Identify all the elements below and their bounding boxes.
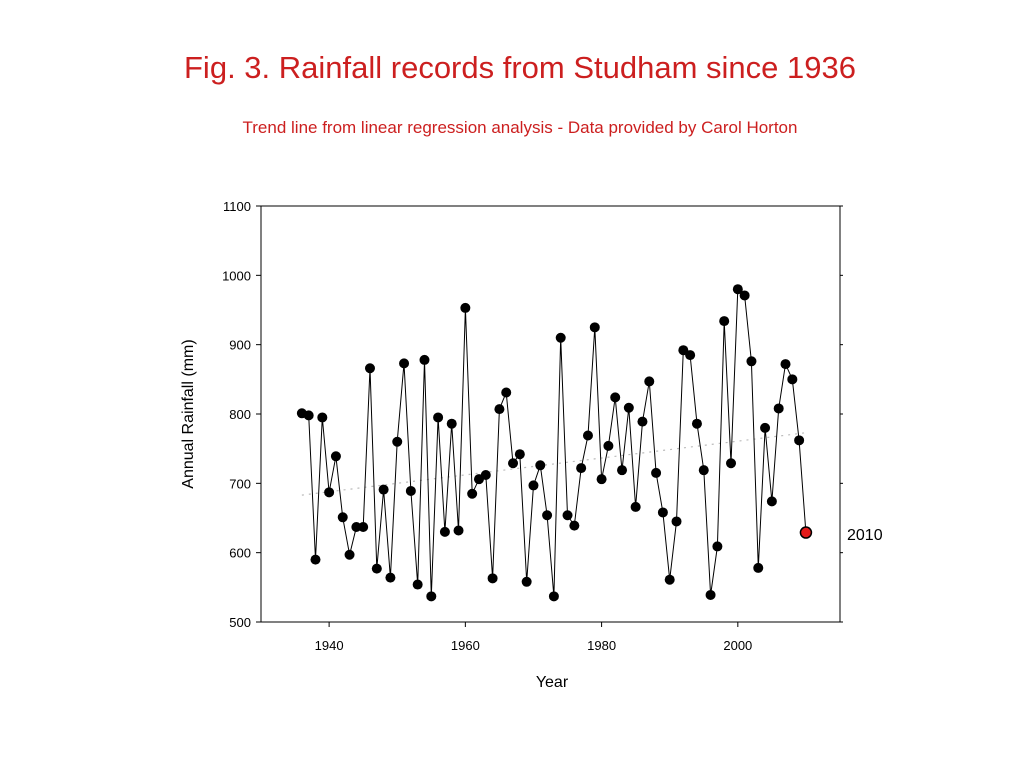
- trend-line: [301, 432, 807, 496]
- data-point: [719, 316, 730, 327]
- data-point: [535, 460, 546, 471]
- data-point: [480, 470, 491, 481]
- data-point: [508, 458, 519, 469]
- data-point: [637, 416, 648, 427]
- data-point: [378, 484, 389, 495]
- data-point: [371, 563, 382, 574]
- data-point: [732, 284, 743, 295]
- data-point: [794, 435, 805, 446]
- data-point: [419, 354, 430, 365]
- data-point: [317, 412, 328, 423]
- data-point: [760, 422, 771, 433]
- series-line: [301, 288, 807, 597]
- data-point: [603, 440, 614, 451]
- data-point: [467, 488, 478, 499]
- y-tick-label: 600: [229, 546, 251, 561]
- data-point: [562, 510, 573, 521]
- data-point: [453, 525, 464, 536]
- data-point: [412, 579, 423, 590]
- data-point: [766, 496, 777, 507]
- data-point: [446, 418, 457, 429]
- data-point: [589, 322, 600, 333]
- data-point: [582, 430, 593, 441]
- data-point: [521, 576, 532, 587]
- y-tick-label: 900: [229, 338, 251, 353]
- data-point: [528, 480, 539, 491]
- data-point: [310, 554, 321, 565]
- data-point: [324, 487, 335, 498]
- data-point: [364, 363, 375, 374]
- data-point: [576, 463, 587, 474]
- x-tick-label: 1980: [587, 638, 616, 653]
- data-point: [426, 591, 437, 602]
- data-point: [698, 465, 709, 476]
- data-point: [555, 332, 566, 343]
- data-point: [623, 402, 634, 413]
- x-tick-label: 2000: [723, 638, 752, 653]
- page-title: Fig. 3. Rainfall records from Studham si…: [184, 50, 856, 85]
- x-tick-label: 1960: [451, 638, 480, 653]
- data-point: [610, 392, 621, 403]
- data-point: [644, 376, 655, 387]
- y-tick-label: 1100: [223, 199, 251, 214]
- data-point: [596, 474, 607, 485]
- data-point: [487, 573, 498, 584]
- data-point: [514, 449, 525, 460]
- data-point: [746, 356, 757, 367]
- data-point: [664, 574, 675, 585]
- data-point: [617, 465, 628, 476]
- data-point: [358, 522, 369, 533]
- highlight-label: 2010: [847, 527, 883, 544]
- data-point: [303, 410, 314, 421]
- data-point: [787, 374, 798, 385]
- data-point: [399, 358, 410, 369]
- data-point: [337, 512, 348, 523]
- data-point: [671, 516, 682, 527]
- data-point: [330, 451, 341, 462]
- x-axis-label: Year: [536, 674, 569, 691]
- data-point: [392, 436, 403, 447]
- data-point: [501, 387, 512, 398]
- data-point: [569, 520, 580, 531]
- data-point: [405, 485, 416, 496]
- highlight-point: [799, 526, 813, 539]
- data-point: [685, 350, 696, 361]
- y-tick-label: 500: [229, 615, 251, 630]
- data-point: [439, 526, 450, 537]
- data-point: [433, 412, 444, 423]
- data-point: [773, 403, 784, 414]
- y-tick-label: 1000: [222, 268, 251, 283]
- data-point: [630, 501, 641, 512]
- y-tick-label: 800: [229, 407, 251, 422]
- data-point: [657, 507, 668, 518]
- data-point: [691, 418, 702, 429]
- data-point: [739, 290, 750, 301]
- data-point: [460, 302, 471, 313]
- data-point: [705, 589, 716, 600]
- data-point: [542, 510, 553, 521]
- data-point: [726, 458, 737, 469]
- y-tick-label: 700: [229, 476, 251, 491]
- data-point: [651, 467, 662, 478]
- y-axis-label: Annual Rainfall (mm): [180, 339, 197, 488]
- page-subtitle: Trend line from linear regression analys…: [242, 118, 798, 137]
- data-point: [494, 404, 505, 415]
- x-tick-label: 1940: [315, 638, 344, 653]
- data-point: [344, 549, 355, 560]
- data-point: [385, 572, 396, 583]
- data-point: [712, 541, 723, 552]
- data-point: [780, 359, 791, 370]
- data-point: [753, 562, 764, 573]
- data-point: [548, 591, 559, 602]
